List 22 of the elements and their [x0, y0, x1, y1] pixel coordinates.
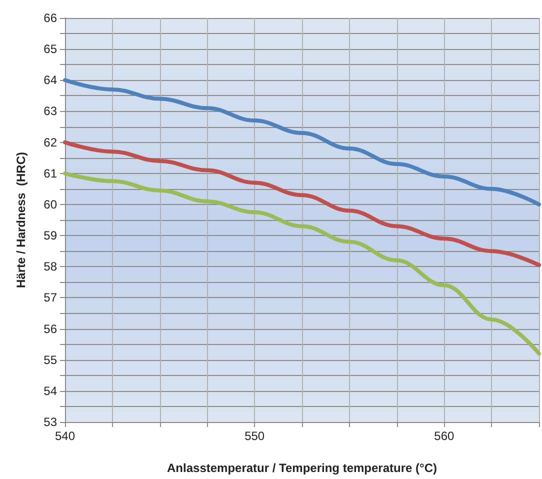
x-tick-label: 550	[244, 429, 265, 443]
y-tick-label: 58	[44, 260, 58, 274]
y-tick-label: 56	[44, 322, 58, 336]
y-tick-label: 62	[44, 135, 58, 150]
y-tick-label: 65	[44, 42, 58, 56]
x-tick-label: 560	[434, 429, 455, 443]
y-tick-label: 53	[44, 415, 58, 429]
line-series	[63, 140, 541, 268]
y-tick-label: 61	[44, 166, 58, 180]
y-axis-title: Härte / Hardness (HRC)	[14, 152, 28, 288]
line-series	[63, 171, 541, 356]
x-axis-title: Anlasstemperatur / Tempering temperature (°C)	[167, 461, 437, 475]
y-tick-label: 64	[44, 73, 58, 88]
y-tick-label: 66	[44, 11, 58, 25]
y-tick-label: 59	[44, 228, 58, 243]
y-tick-label: 60	[44, 197, 58, 212]
y-tick-label: 54	[44, 384, 58, 398]
y-tick-label: 55	[44, 352, 58, 367]
y-tick-label: 63	[44, 104, 58, 118]
y-tick-label: 57	[44, 290, 58, 305]
x-tick-label: 540	[54, 429, 76, 443]
line-series	[63, 78, 541, 206]
